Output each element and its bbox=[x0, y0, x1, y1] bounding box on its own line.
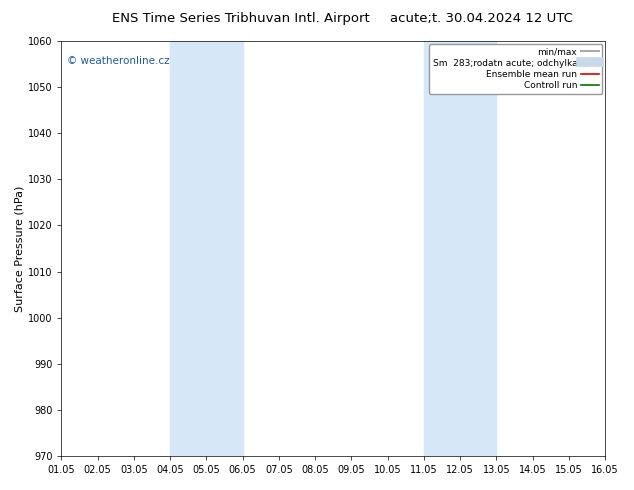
Text: ENS Time Series Tribhuvan Intl. Airport: ENS Time Series Tribhuvan Intl. Airport bbox=[112, 12, 370, 25]
Text: © weatheronline.cz: © weatheronline.cz bbox=[67, 55, 169, 66]
Text: acute;t. 30.04.2024 12 UTC: acute;t. 30.04.2024 12 UTC bbox=[391, 12, 573, 25]
Legend: min/max, Sm  283;rodatn acute; odchylka, Ensemble mean run, Controll run: min/max, Sm 283;rodatn acute; odchylka, … bbox=[429, 44, 602, 94]
Bar bbox=[170, 41, 243, 456]
Bar bbox=[424, 41, 496, 456]
Y-axis label: Surface Pressure (hPa): Surface Pressure (hPa) bbox=[15, 185, 25, 312]
